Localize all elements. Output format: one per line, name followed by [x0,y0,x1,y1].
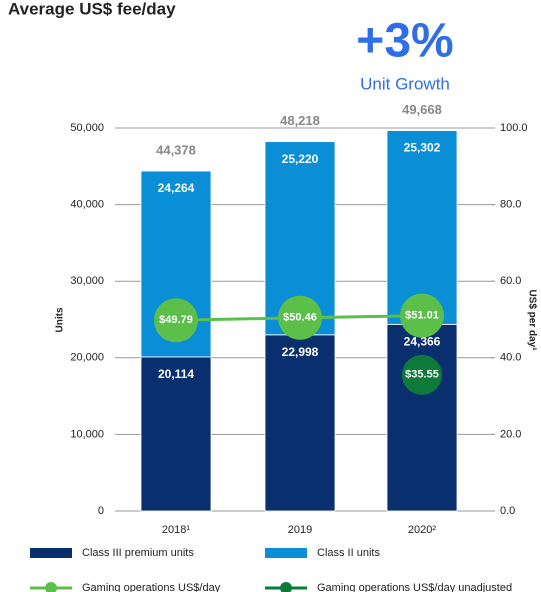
legend-swatch [45,582,57,592]
value-label: 24,264 [158,181,195,195]
value-label: 24,366 [404,335,441,349]
legend-label: Gaming operations US$/day [82,582,221,592]
chart-title: Average US$ fee/day [8,0,176,18]
legend-swatch [280,582,292,592]
point-label: $35.55 [405,369,439,381]
x-tick-label: 2020² [408,524,436,536]
y2-axis-label: US$ per day¹ [526,289,537,351]
bar-segment [386,130,458,325]
y-tick-label: 20,000 [70,352,104,364]
point-label: $49.79 [159,314,193,326]
y2-tick-label: 40.0 [500,352,521,364]
point [402,354,442,395]
legend-swatch [30,548,72,558]
y2-tick-label: 0.0 [500,505,515,517]
y-axis-label: Units [55,307,66,332]
y2-tick-label: 100.0 [500,122,528,134]
bar-segment [386,323,458,512]
legend-label: Gaming operations US$/day unadjusted [317,582,512,592]
value-label: 20,114 [158,367,194,381]
total-label: 44,378 [156,143,196,158]
point [400,293,444,338]
x-tick-label: 2019 [288,524,312,536]
bar-segment [140,356,212,512]
y-tick-label: 10,000 [70,428,104,440]
point-label: $50.46 [283,312,317,324]
annotation-label: Unit Growth [360,74,450,93]
total-label: 49,668 [402,102,442,117]
y-tick-label: 50,000 [70,122,104,134]
point [154,298,198,343]
bar-segment [264,334,336,512]
y2-tick-label: 80.0 [500,199,521,211]
total-label: 48,218 [280,113,320,128]
point-label: $51.01 [405,310,439,322]
value-label: 25,220 [282,152,319,166]
value-label: 25,302 [404,141,441,155]
value-label: 22,998 [282,345,319,359]
y2-tick-label: 60.0 [500,275,521,287]
y-tick-label: 40,000 [70,199,104,211]
annotation: +3% [356,15,453,68]
x-tick-label: 2018¹ [162,524,190,536]
legend-swatch [265,548,307,558]
y-tick-label: 0 [98,505,104,517]
y2-tick-label: 20.0 [500,428,521,440]
y-tick-label: 30,000 [70,275,104,287]
point [278,295,322,340]
legend-label: Class III premium units [82,547,194,559]
legend-label: Class II units [317,547,380,559]
